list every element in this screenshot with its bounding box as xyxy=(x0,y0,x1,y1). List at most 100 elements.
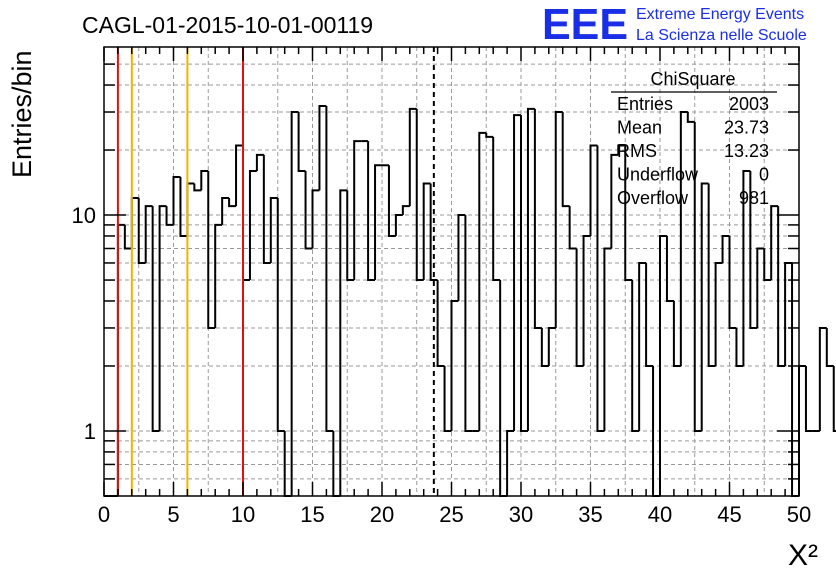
histogram-bin xyxy=(659,234,667,496)
histogram-bin xyxy=(436,280,445,367)
histogram-bin xyxy=(749,170,758,329)
histogram-bin xyxy=(367,141,376,282)
histogram-bin xyxy=(248,169,257,281)
histogram-bin xyxy=(415,108,424,282)
histogram-bin xyxy=(575,248,584,367)
histogram-bin xyxy=(228,197,237,208)
axis-ticks xyxy=(103,47,800,496)
x-tick-label: 25 xyxy=(439,502,463,527)
histogram-bin xyxy=(485,132,494,138)
histogram-bin xyxy=(429,183,438,282)
histogram-bin xyxy=(770,205,779,281)
histogram-bin xyxy=(207,170,216,329)
histogram-bin xyxy=(304,170,313,250)
histogram-bin xyxy=(450,299,459,431)
histogram-bin xyxy=(116,223,125,496)
x-tick-label: 0 xyxy=(98,502,110,527)
histogram-bin xyxy=(193,183,202,192)
histogram-bin xyxy=(798,364,806,496)
x-tick-label: 40 xyxy=(648,502,672,527)
stats-label: Mean xyxy=(617,118,662,138)
x-tick-label: 50 xyxy=(787,502,811,527)
histogram-bin xyxy=(679,111,688,366)
histogram-bin xyxy=(186,182,195,236)
histogram-bin xyxy=(130,196,139,249)
stats-label: Overflow xyxy=(617,188,689,208)
histogram-bin xyxy=(506,429,515,496)
stats-value: 0 xyxy=(759,165,769,185)
histogram-bin xyxy=(804,365,813,432)
stats-label: Entries xyxy=(617,94,673,114)
histogram-bin xyxy=(707,183,716,367)
histogram-bin xyxy=(742,169,751,366)
x-tick-label: 15 xyxy=(300,502,324,527)
histogram-bin xyxy=(478,131,487,431)
histogram-bin xyxy=(735,327,744,367)
histogram-bin xyxy=(311,189,320,249)
histogram-bin xyxy=(200,169,209,191)
histogram-bin xyxy=(568,206,577,250)
histogram-bin xyxy=(387,165,396,237)
histogram-bin xyxy=(325,105,334,432)
x-tick-label: 20 xyxy=(370,502,394,527)
histogram-bin xyxy=(394,214,403,236)
histogram-bin xyxy=(422,182,431,281)
x-axis-label: X² xyxy=(788,539,818,572)
histogram-bin xyxy=(401,205,410,216)
histogram-bin xyxy=(492,136,501,282)
histogram-bin xyxy=(123,224,132,250)
histogram-bin xyxy=(339,189,348,496)
histogram-bin xyxy=(151,206,160,432)
x-tick-label: 30 xyxy=(509,502,533,527)
histogram-bin xyxy=(617,144,626,155)
histogram-bin xyxy=(777,206,786,367)
stats-label: RMS xyxy=(617,141,657,161)
x-tick-label: 5 xyxy=(167,502,179,527)
histogram-bin xyxy=(526,107,535,431)
histogram-bin xyxy=(318,104,327,191)
histogram-bin xyxy=(728,235,737,329)
histogram-bin xyxy=(179,177,188,237)
histogram-bin xyxy=(165,206,174,226)
histogram-bin xyxy=(714,261,723,366)
stats-value: 23.73 xyxy=(724,118,769,138)
histogram-bin xyxy=(520,115,528,432)
histogram-bin xyxy=(631,280,640,432)
histogram-bin xyxy=(825,327,834,367)
brand-line-1: Extreme Energy Events xyxy=(636,6,804,23)
histogram-bin xyxy=(276,197,285,432)
brand-line-2: La Scienza nelle Scuole xyxy=(636,27,807,44)
histogram-bin xyxy=(144,205,153,263)
histogram-bin xyxy=(561,112,570,208)
histogram-bin xyxy=(346,190,355,282)
histogram-bin xyxy=(784,261,793,366)
stats-box: ChiSquare Entries 2003 Mean 23.73 RMS 13.23 Un… xyxy=(611,69,777,208)
histogram-bin xyxy=(533,108,542,329)
x-tick-label: 10 xyxy=(231,502,255,527)
histogram-bin xyxy=(693,121,702,432)
histogram-bin xyxy=(499,280,508,497)
histogram-bin xyxy=(235,144,243,207)
histogram-bin xyxy=(443,365,452,432)
histogram-bin xyxy=(763,248,772,282)
stats-title: ChiSquare xyxy=(650,69,735,89)
histogram-bin xyxy=(137,197,146,264)
stats-value: 981 xyxy=(739,188,769,208)
histogram-bin xyxy=(540,327,549,367)
histogram-bin xyxy=(290,111,299,496)
histogram-bin xyxy=(158,205,167,431)
histogram-bin xyxy=(457,214,466,301)
histogram-bin xyxy=(297,112,306,172)
histogram-bin xyxy=(547,326,556,366)
stats-label: Underflow xyxy=(617,165,699,185)
histogram-bin xyxy=(589,144,598,236)
histogram-bin xyxy=(818,326,827,431)
histogram-bin xyxy=(172,176,181,225)
histogram-bin xyxy=(832,365,836,432)
histogram-bin xyxy=(513,114,521,431)
histogram-bin xyxy=(645,262,654,367)
histogram-bin xyxy=(554,111,563,328)
y-axis-label: Entries/bin xyxy=(7,50,37,178)
histogram-bin xyxy=(464,215,473,432)
